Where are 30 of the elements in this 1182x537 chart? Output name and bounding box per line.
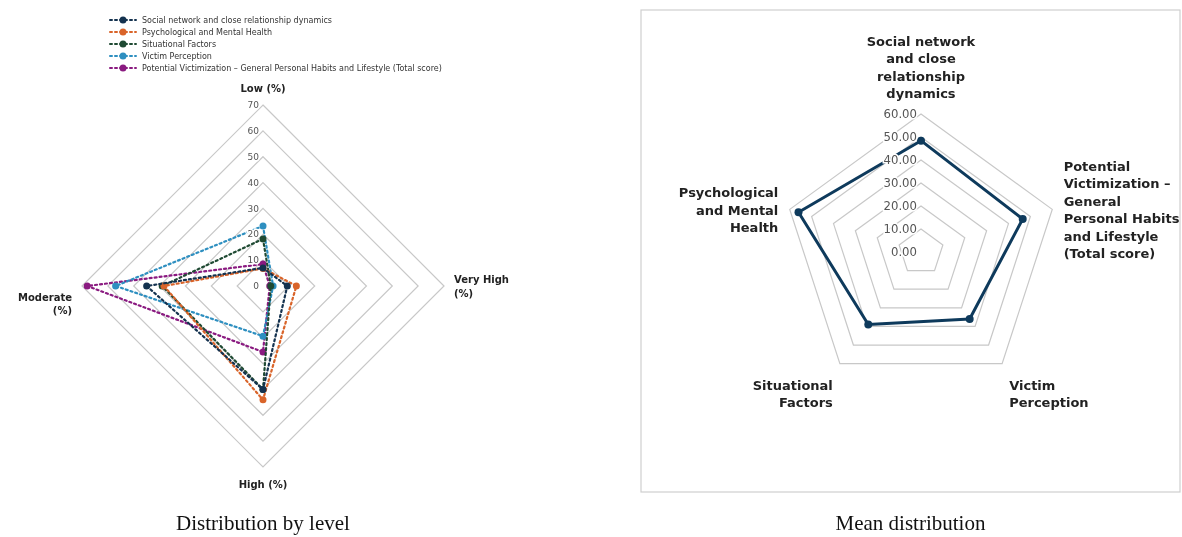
text: Distribution by level [176, 511, 351, 535]
y-tick-label: 50 [247, 151, 260, 162]
text: Mean distribution [835, 511, 986, 535]
y-tick-label: 60.00 [883, 107, 917, 122]
y-tick-label: 60 [247, 126, 260, 137]
y-tick-label: 10.00 [883, 222, 917, 237]
legend-label: Victim Perception [142, 52, 212, 61]
spoke-label: Situational Factors [752, 377, 834, 411]
y-tick-label: 0.00 [890, 245, 917, 260]
y-tick-label: 30.00 [883, 176, 917, 191]
y-tick-label: 30 [247, 203, 260, 214]
spoke-label: Social network and close relationship dynamics [866, 33, 976, 102]
spoke-label: Victim Perception [1009, 377, 1089, 411]
spoke-label: Psychological and Mental Health [678, 185, 779, 236]
y-tick-label: 20.00 [883, 199, 917, 214]
y-tick-label: 40 [247, 177, 260, 188]
spoke-label: High (%) [238, 478, 288, 490]
y-tick-label: 0 [253, 281, 260, 292]
legend-label: Situational Factors [142, 40, 217, 49]
legend-label: Social network and close relationship dynamics [142, 16, 332, 25]
y-tick-label: 50.00 [883, 130, 917, 145]
y-tick-label: 70 [247, 100, 260, 111]
legend-label: Psychological and Mental Health [142, 28, 272, 37]
spoke-label: Low (%) [240, 83, 286, 95]
spoke-label: Moderate (%) [17, 291, 73, 317]
legend-label: Potential Victimization – General Personal Habits and Lifestyle (Total score) [142, 64, 442, 73]
spoke-label: Potential Victimization – General Personal Habits and Lifestyle (Total score) [1063, 158, 1180, 262]
spoke-label: Very High (%) [454, 274, 509, 299]
y-tick-label: 10 [247, 255, 260, 266]
y-tick-label: 20 [247, 229, 260, 240]
